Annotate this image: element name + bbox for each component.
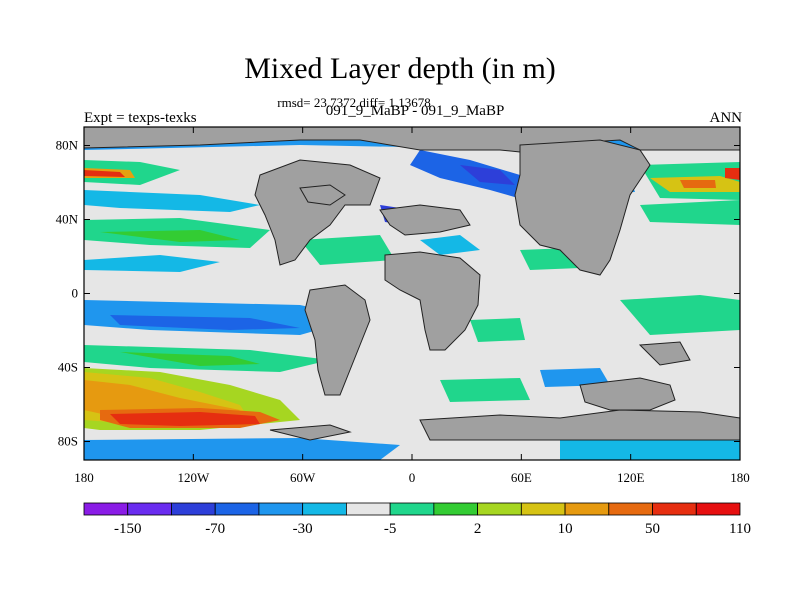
colorbar-label: 50 xyxy=(645,521,660,537)
colorbar-swatch xyxy=(564,502,610,516)
colorbar-swatch xyxy=(433,502,479,516)
africa-land xyxy=(384,251,481,351)
lon-tick-label: 180 xyxy=(74,470,94,485)
europe-land xyxy=(379,204,471,236)
lat-tick-label: 80S xyxy=(58,434,78,449)
colorbar-label: -30 xyxy=(293,521,313,537)
colorbar-swatch xyxy=(302,502,347,516)
colorbar-label: 2 xyxy=(474,521,482,537)
lat-tick-label: 40N xyxy=(56,212,79,227)
lon-tick-label: 60E xyxy=(511,470,532,485)
lon-tick-label: 120E xyxy=(617,470,645,485)
land-masses xyxy=(84,127,740,441)
south-america-land xyxy=(304,284,371,396)
colorbar-swatch xyxy=(345,502,391,516)
colorbar-swatch xyxy=(652,502,697,516)
arctic-land xyxy=(84,127,740,153)
season-label: ANN xyxy=(709,110,743,126)
colorbar-swatch xyxy=(258,502,304,516)
greenland-land xyxy=(299,184,346,206)
colorbar-swatch xyxy=(171,502,216,516)
lon-tick-label: 180 xyxy=(730,470,750,485)
colorbar-swatch xyxy=(695,502,741,516)
colorbar-label: -150 xyxy=(114,521,142,537)
lon-tick-label: 0 xyxy=(409,470,416,485)
colorbar-swatch xyxy=(477,502,522,516)
experiment-label: Expt = texps-texks xyxy=(84,110,197,126)
plot-title: Mixed Layer depth (in m) xyxy=(244,52,556,85)
colorbar-swatch xyxy=(214,502,260,516)
colorbar-label: -70 xyxy=(205,521,225,537)
island-land xyxy=(638,341,691,366)
asia-land xyxy=(514,139,651,276)
colorbar-swatch xyxy=(608,502,653,516)
colorbar-swatch xyxy=(83,502,129,516)
north-america-land xyxy=(254,159,381,266)
colorbar-label: 110 xyxy=(729,521,751,537)
lat-tick-label: 40S xyxy=(58,360,78,375)
latitude-axis: 80N 40N 0 40S 80S xyxy=(56,138,740,449)
map-field xyxy=(84,127,740,460)
colorbar: -150 -70 -30 -5 2 10 50 110 xyxy=(83,502,751,537)
case-label: 091_9_MaBP - 091_9_MaBP xyxy=(325,103,505,119)
lon-tick-label: 60W xyxy=(290,470,316,485)
colorbar-label: 10 xyxy=(558,521,573,537)
longitude-axis: 180 120W 60W 0 60E 120E 180 xyxy=(74,127,750,485)
antarctica-land xyxy=(419,409,740,441)
stats-line: rmsd= 23.7372 diff= 1.13678 xyxy=(277,95,431,110)
lat-tick-label: 80N xyxy=(56,138,79,153)
australia-land xyxy=(579,377,676,411)
colorbar-swatch xyxy=(389,502,435,516)
colorbar-swatch xyxy=(127,502,172,516)
lon-tick-label: 120W xyxy=(177,470,210,485)
colorbar-label: -5 xyxy=(384,521,397,537)
antarctic-peninsula-land xyxy=(269,424,352,441)
colorbar-swatch xyxy=(520,502,566,516)
lat-tick-label: 0 xyxy=(72,286,79,301)
